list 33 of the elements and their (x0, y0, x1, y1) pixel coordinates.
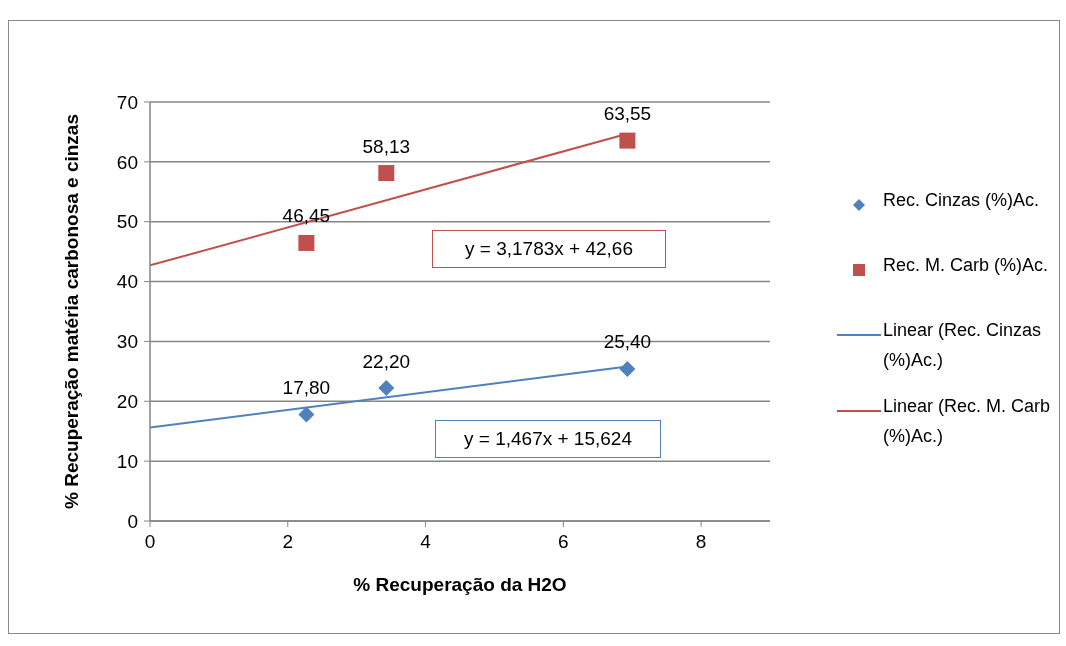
point (378, 165, 395, 182)
data-label: 25,40 (603, 331, 652, 353)
point (619, 360, 636, 377)
y-tick-label: 0 (127, 510, 138, 532)
data-label: 63,55 (603, 103, 652, 125)
legend-label: Rec. M. Carb (%)Ac. (883, 254, 1049, 277)
x-tick-label: 4 (420, 531, 432, 553)
equation-box: y = 3,1783x + 42,66 (432, 230, 666, 268)
y-tick-label: 10 (116, 450, 138, 472)
x-axis-title: % Recuperação da H2O (353, 574, 567, 595)
equation-box: y = 1,467x + 15,624 (435, 420, 661, 458)
x-tick-label: 8 (695, 531, 707, 553)
data-label: 17,80 (282, 376, 331, 398)
y-tick-label: 60 (116, 151, 138, 173)
data-label: 46,45 (282, 205, 331, 227)
point (378, 380, 395, 397)
y-tick-label: 40 (116, 271, 138, 293)
point (298, 406, 315, 423)
legend-label: Linear (Rec. Cinzas (%)Ac.) (883, 319, 1043, 372)
data-label: 22,20 (362, 350, 411, 372)
y-tick-label: 30 (116, 331, 138, 353)
x-tick-label: 6 (558, 531, 569, 553)
legend-label: Rec. Cinzas (%)Ac. (883, 189, 1040, 212)
y-tick-label: 50 (116, 211, 138, 233)
data-label: 58,13 (362, 135, 411, 157)
y-tick-label: 20 (116, 391, 138, 413)
y-axis-title: % Recuperação matéria carbonosa e cinzas (60, 114, 82, 509)
legend-label: Linear (Rec. M. Carb (%)Ac.) (883, 395, 1052, 448)
x-tick-label: 0 (144, 531, 156, 553)
point (619, 132, 636, 149)
point (298, 234, 315, 251)
y-tick-label: 70 (116, 91, 138, 113)
x-tick-label: 2 (282, 531, 294, 553)
